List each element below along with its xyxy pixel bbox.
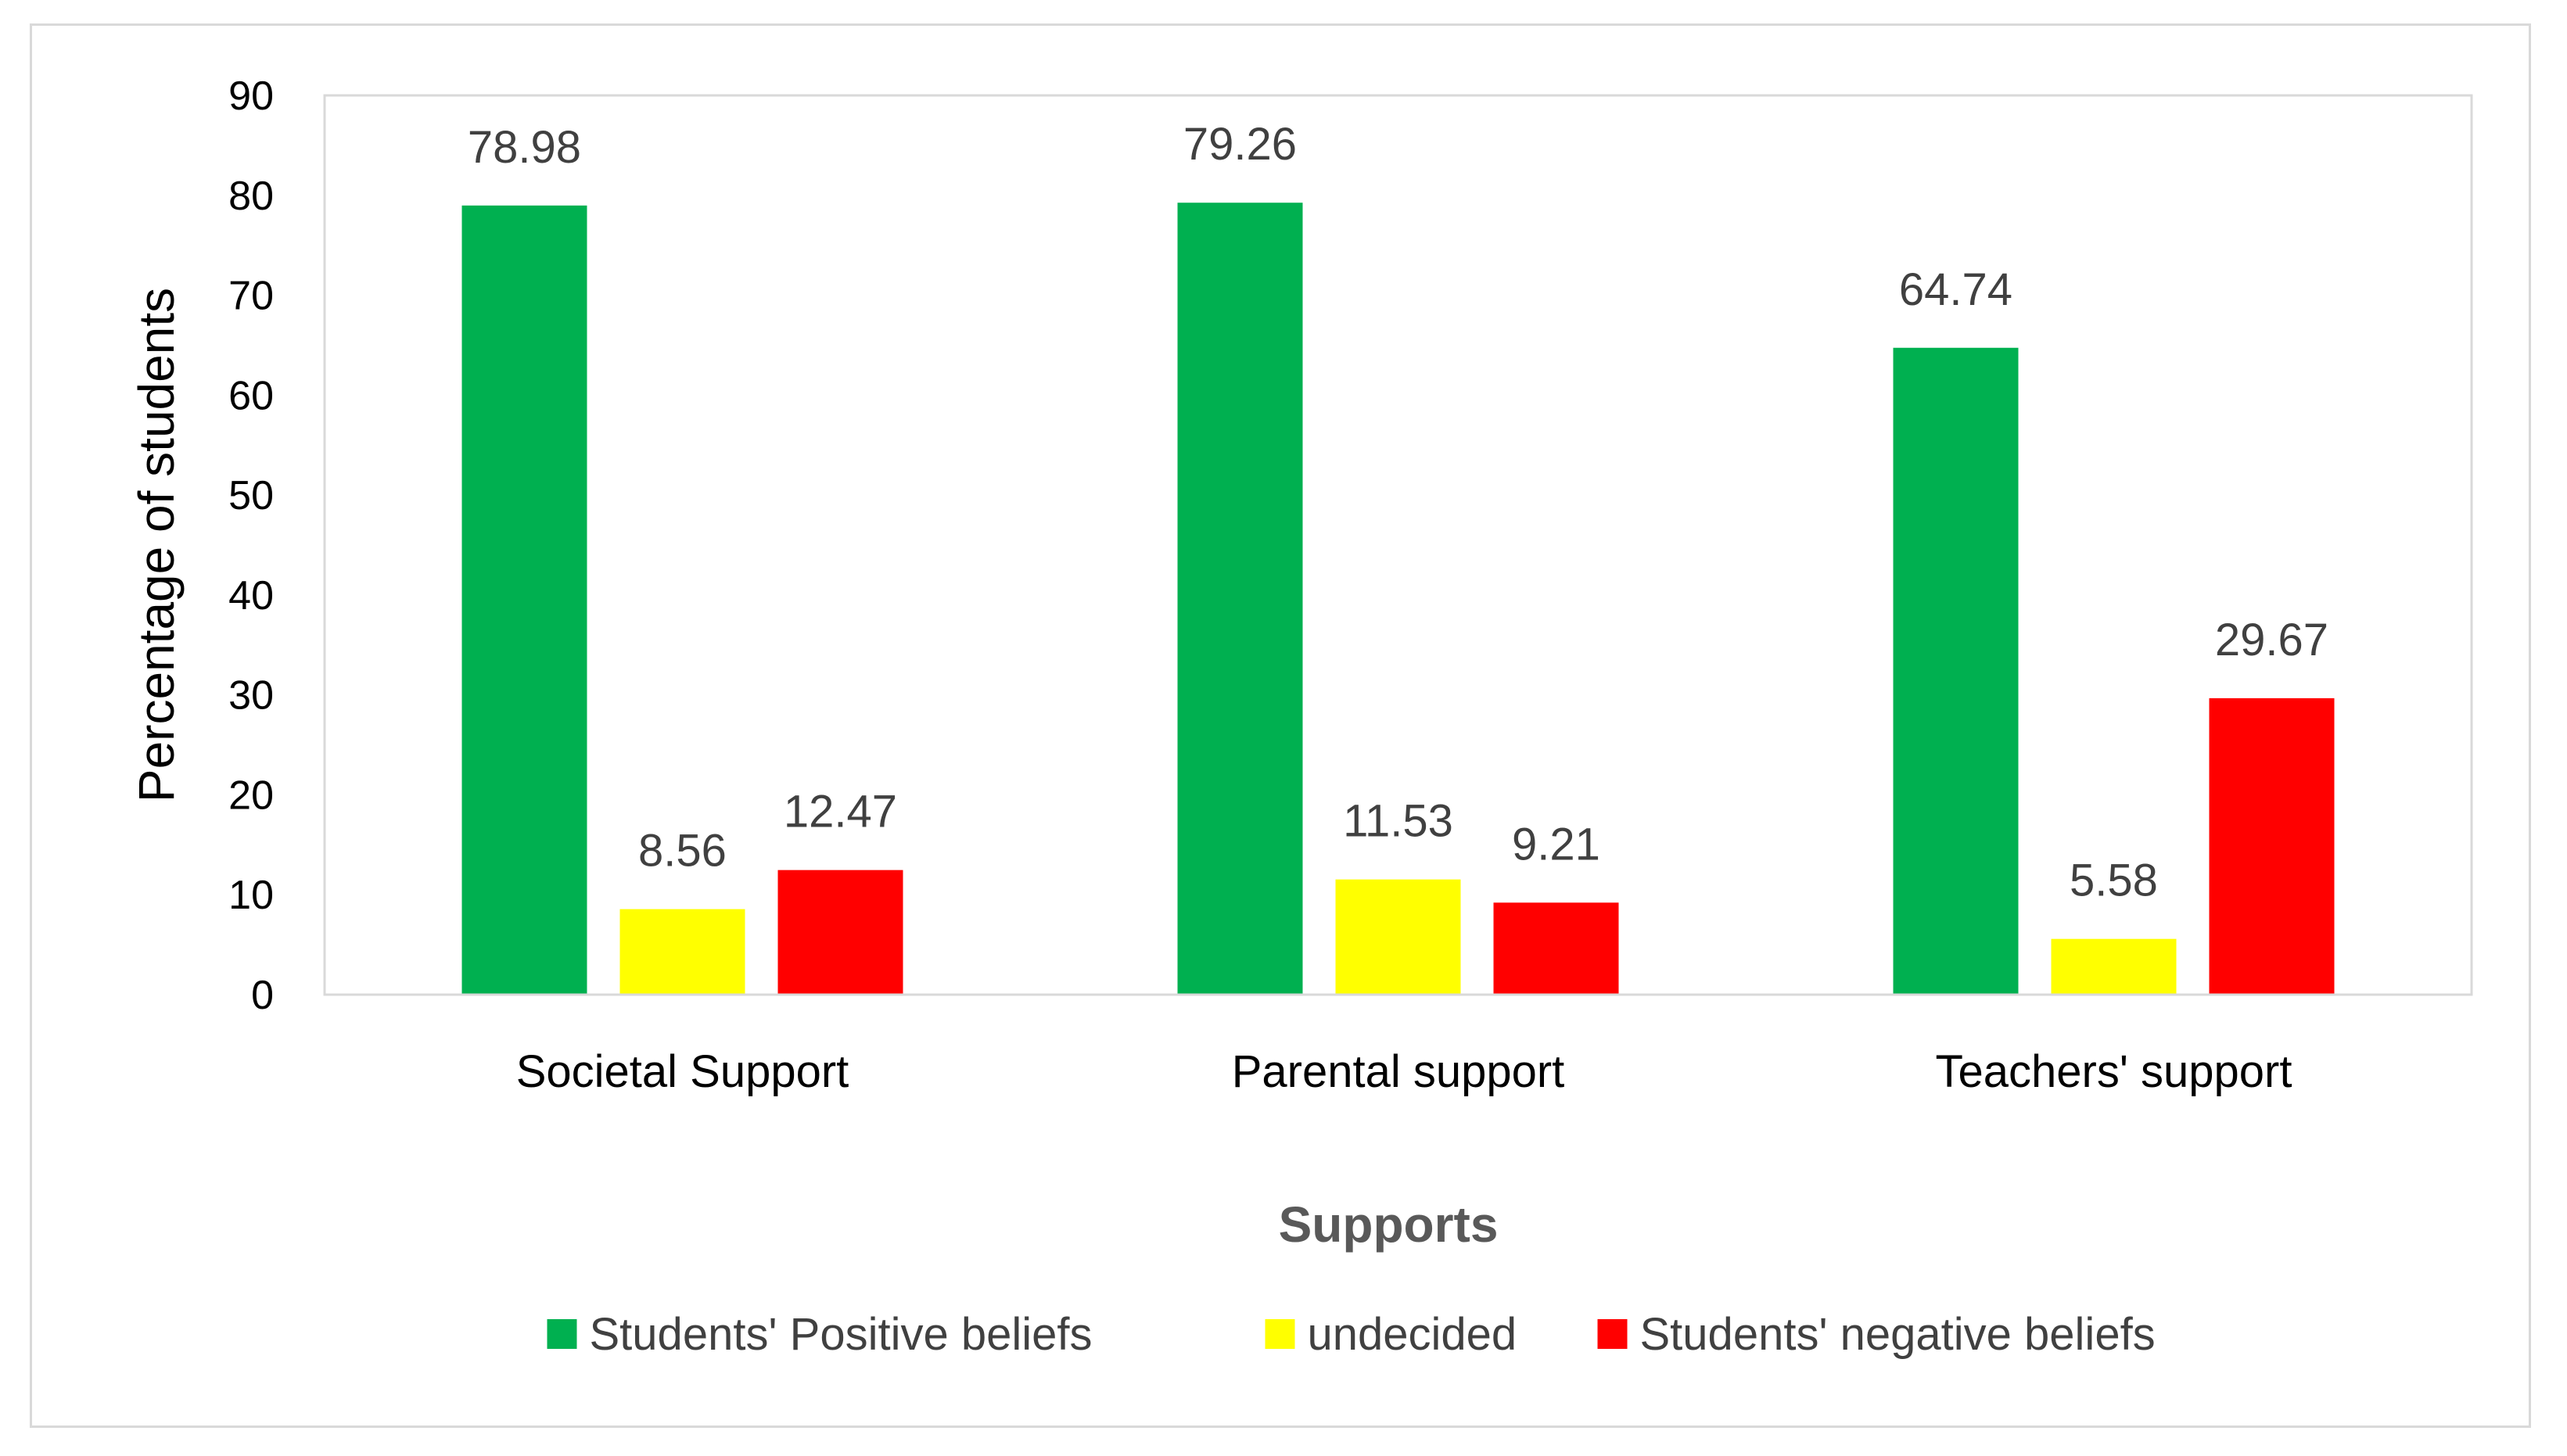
data-label: 64.74 <box>1899 264 2012 315</box>
legend-label: Students' negative beliefs <box>1640 1309 2156 1360</box>
bar-0-1 <box>619 909 745 995</box>
data-label: 79.26 <box>1183 119 1297 170</box>
bar-2-2 <box>2209 698 2335 995</box>
x-tick-label: Societal Support <box>516 1046 849 1097</box>
bar-2-1 <box>2051 938 2177 995</box>
y-tick-label: 30 <box>228 673 274 719</box>
y-tick-label: 80 <box>228 174 274 219</box>
data-label: 9.21 <box>1512 819 1600 870</box>
data-label: 12.47 <box>784 787 897 837</box>
y-tick-label: 20 <box>228 773 274 818</box>
legend-label: Students' Positive beliefs <box>590 1309 1093 1360</box>
legend: Students' Positive beliefs undecided Stude… <box>547 1309 2156 1360</box>
data-label: 11.53 <box>1343 796 1453 847</box>
bar-1-1 <box>1335 879 1461 995</box>
x-tick-label: Parental support <box>1232 1046 1565 1097</box>
legend-swatch <box>547 1319 577 1349</box>
data-label: 78.98 <box>468 122 581 173</box>
x-tick-label: Teachers' support <box>1936 1046 2292 1097</box>
x-axis-title: Supports <box>1279 1196 1499 1253</box>
data-label: 8.56 <box>638 826 727 877</box>
bar-1-2 <box>1493 902 1619 995</box>
y-tick-label: 50 <box>228 473 274 518</box>
data-label: 29.67 <box>2215 615 2328 665</box>
bar-2-0 <box>1893 347 2019 995</box>
y-tick-label: 70 <box>228 274 274 319</box>
bar-0-0 <box>461 205 587 995</box>
data-label: 5.58 <box>2070 855 2158 906</box>
legend-swatch <box>1597 1319 1628 1349</box>
y-tick-label: 60 <box>228 373 274 418</box>
y-tick-label: 40 <box>228 573 274 619</box>
y-tick-label: 10 <box>228 873 274 918</box>
bar-1-0 <box>1177 203 1303 995</box>
y-tick-label: 90 <box>228 74 274 119</box>
legend-swatch <box>1265 1319 1295 1349</box>
bar-0-2 <box>777 870 903 995</box>
y-tick-label: 0 <box>251 973 274 1018</box>
y-axis-title: Percentage of students <box>128 288 185 802</box>
legend-label: undecided <box>1308 1309 1517 1360</box>
